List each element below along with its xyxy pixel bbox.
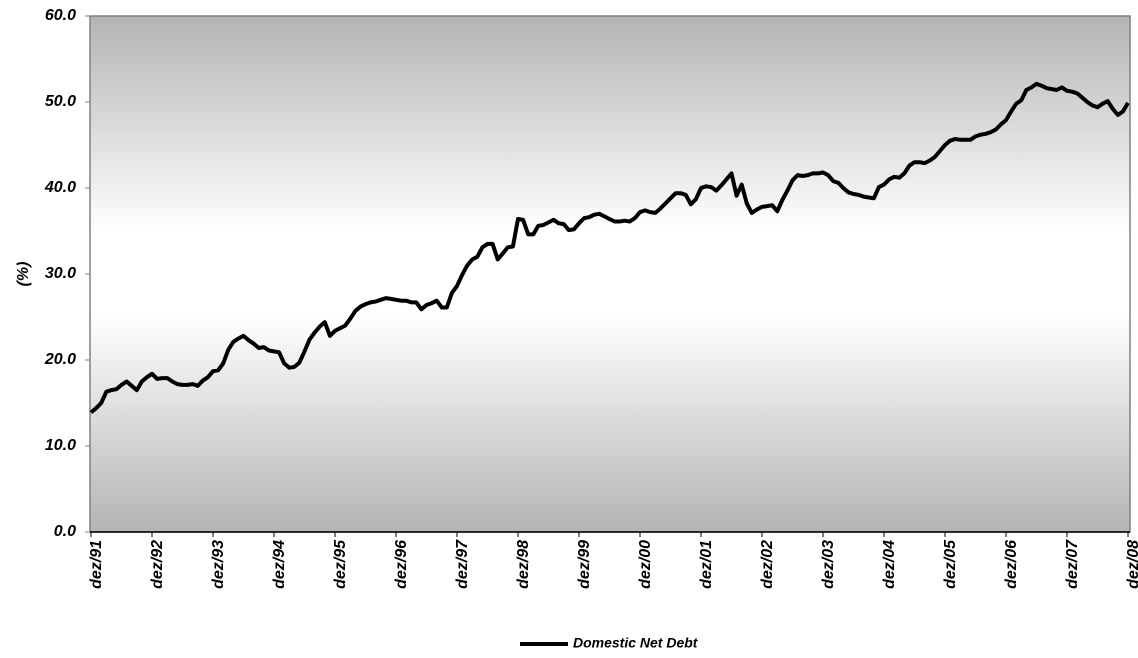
x-tick-label: dez/96: [393, 540, 410, 589]
plot-area: [89, 15, 1131, 533]
x-tick-label: dez/04: [881, 540, 898, 589]
x-tick-label: dez/00: [637, 540, 654, 589]
y-tick-label: 10.0: [45, 437, 76, 454]
x-tick-label: dez/92: [149, 540, 166, 589]
x-tick-label: dez/99: [576, 540, 593, 589]
x-tick-label: dez/08: [1125, 540, 1138, 589]
y-tick-label: 0.0: [54, 523, 76, 540]
x-tick-label: dez/94: [271, 540, 288, 589]
y-tick-label: 20.0: [44, 351, 76, 368]
x-tick-label: dez/97: [454, 539, 471, 589]
y-tick-label: 50.0: [45, 93, 76, 110]
x-tick-label: dez/98: [515, 540, 532, 589]
x-tick-label: dez/07: [1064, 539, 1081, 589]
y-tick-label: 60.0: [45, 7, 76, 24]
legend-label: Domestic Net Debt: [573, 635, 699, 651]
x-tick-label: dez/05: [942, 539, 959, 589]
x-tick-label: dez/95: [332, 539, 349, 589]
x-tick-label: dez/03: [820, 540, 837, 589]
x-tick-label: dez/91: [88, 540, 105, 589]
y-axis-label: (%): [15, 262, 32, 287]
x-tick-label: dez/93: [210, 540, 227, 589]
x-tick-label: dez/02: [759, 540, 776, 589]
x-tick-label: dez/01: [698, 540, 715, 589]
y-tick-label: 40.0: [44, 179, 76, 196]
y-tick-label: 30.0: [45, 265, 76, 282]
x-tick-label: dez/06: [1003, 540, 1020, 589]
series-line: [89, 81, 1130, 415]
